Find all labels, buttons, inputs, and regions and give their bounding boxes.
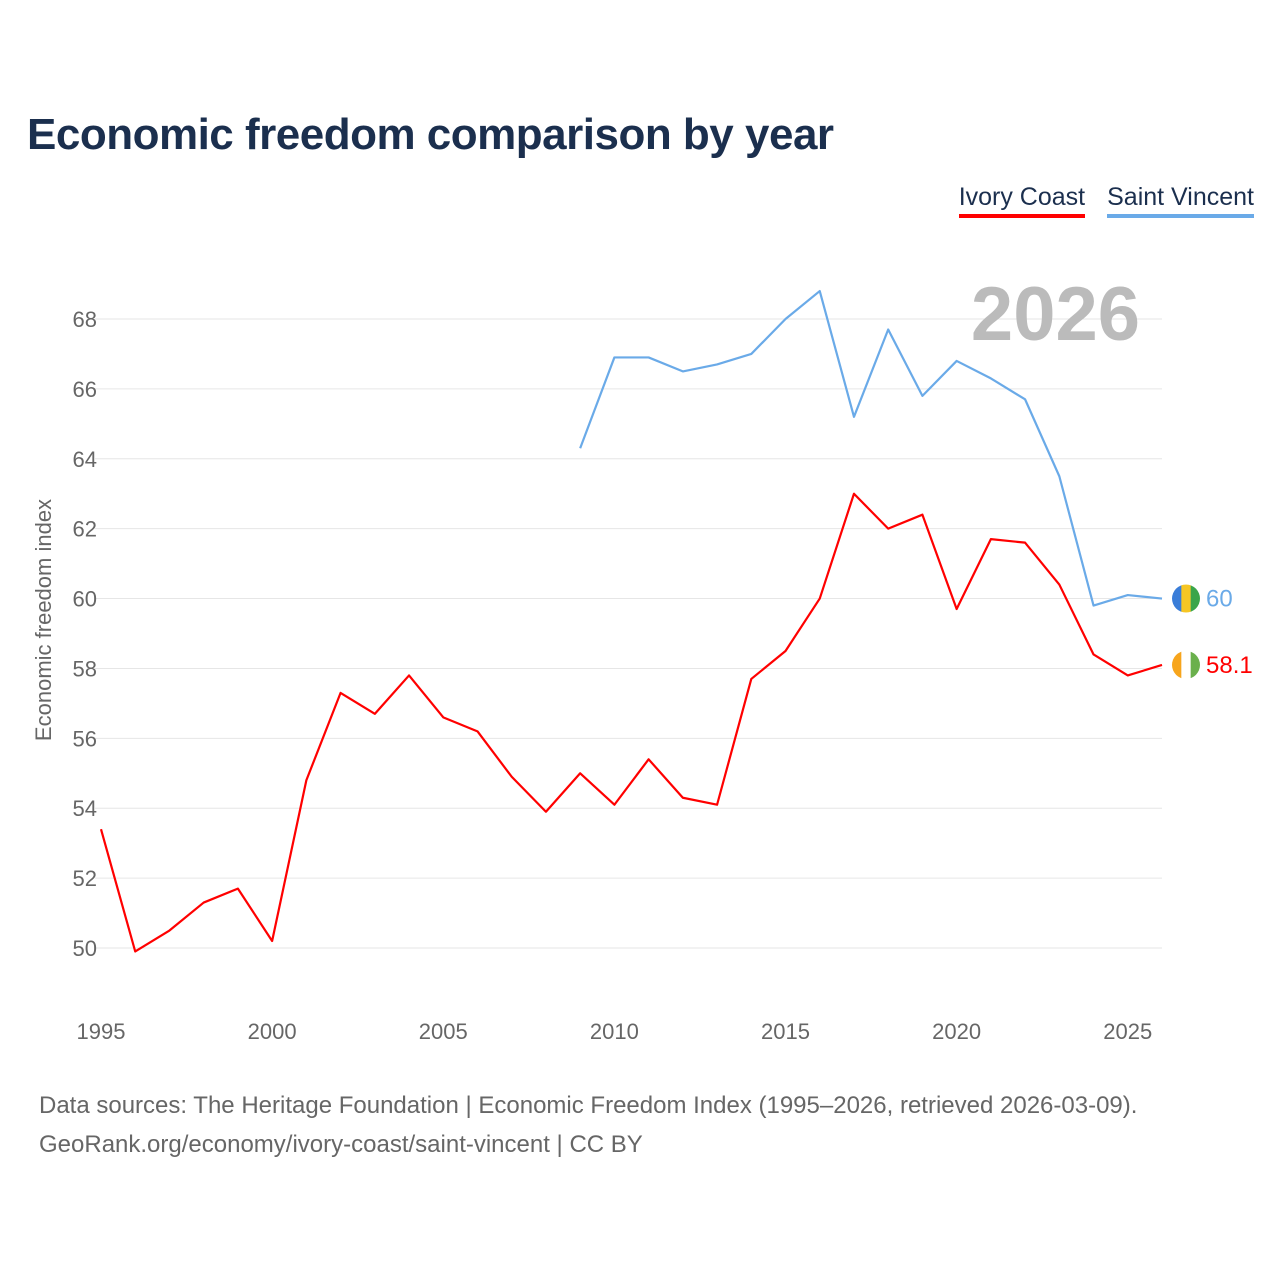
series-line-ivory-coast[interactable] — [99, 492, 1163, 953]
y-tick-label: 62 — [73, 517, 97, 542]
end-value-label: 60 — [1206, 586, 1233, 613]
source-line-1: Data sources: The Heritage Foundation | … — [39, 1092, 1138, 1119]
y-tick-label: 60 — [73, 587, 97, 612]
chart-title: Economic freedom comparison by year — [27, 110, 834, 159]
legend: Ivory Coast Saint Vincent — [958, 183, 1254, 218]
x-tick-label: 1995 — [77, 1019, 126, 1044]
series-line-saint-vincent[interactable] — [579, 289, 1163, 607]
x-tick-label: 2010 — [590, 1019, 639, 1044]
x-tick-label: 2015 — [761, 1019, 810, 1044]
flag-icon — [1172, 584, 1200, 613]
legend-ivory-coast[interactable]: Ivory Coast — [958, 183, 1086, 218]
y-tick-label: 58 — [73, 656, 97, 681]
y-tick-label: 68 — [73, 307, 97, 332]
x-tick-label: 2005 — [419, 1019, 468, 1044]
x-tick-label: 2020 — [932, 1019, 981, 1044]
source-line-2[interactable]: GeoRank.org/economy/ivory-coast/saint-vi… — [39, 1131, 643, 1158]
y-tick-label: 50 — [73, 936, 97, 961]
y-tick-label: 52 — [73, 866, 97, 891]
y-axis-label: Economic freedom index — [31, 499, 56, 741]
y-tick-label: 66 — [73, 377, 97, 402]
y-tick-label: 54 — [73, 796, 97, 821]
x-tick-label: 2025 — [1103, 1019, 1152, 1044]
year-watermark: 2026 — [971, 272, 1140, 357]
y-tick-label: 64 — [73, 447, 97, 472]
source-note: Data sources: The Heritage Foundation | … — [39, 1086, 1137, 1164]
end-value-label: 58.1 — [1206, 652, 1253, 679]
x-tick-label: 2000 — [248, 1019, 297, 1044]
legend-saint-vincent[interactable]: Saint Vincent — [1107, 183, 1254, 218]
y-tick-label: 56 — [73, 726, 97, 751]
flag-icon — [1172, 650, 1200, 679]
